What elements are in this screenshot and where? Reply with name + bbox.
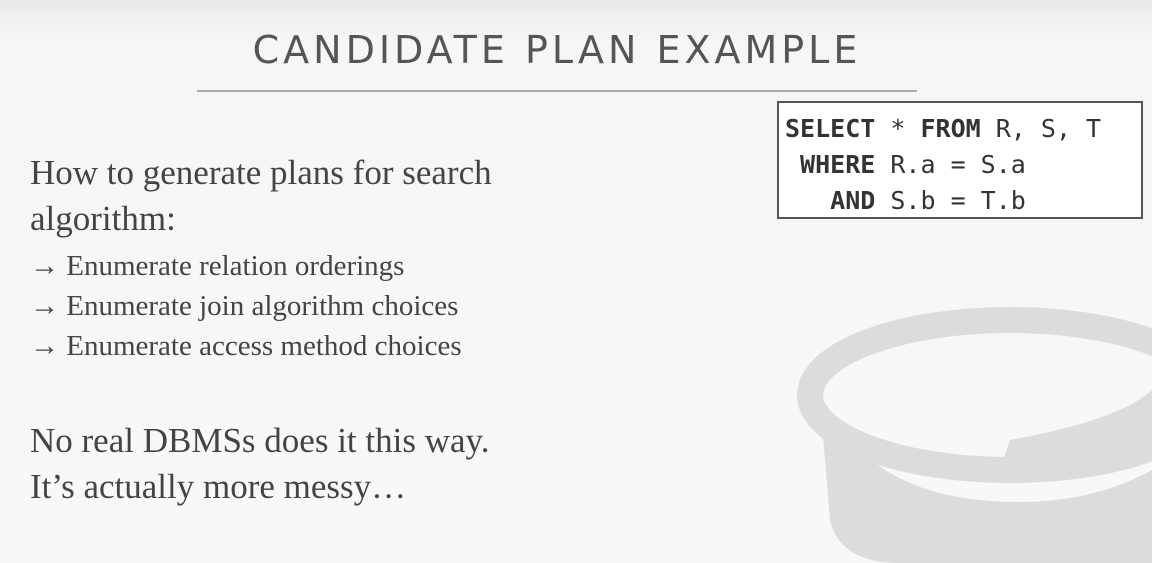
code-text: S.b = T.b bbox=[875, 186, 1026, 215]
code-line: SELECT * FROM R, S, T bbox=[785, 111, 1141, 147]
bullet-item: → Enumerate join algorithm choices bbox=[30, 290, 459, 322]
intro-text: How to generate plans for search algorit… bbox=[30, 153, 492, 238]
bullet-item: → Enumerate access method choices bbox=[30, 330, 462, 362]
code-line: WHERE R.a = S.a bbox=[785, 147, 1141, 183]
code-line: AND S.b = T.b bbox=[785, 183, 1141, 219]
code-keyword: AND bbox=[785, 186, 876, 215]
code-box: SELECT * FROM R, S, T WHERE R.a = S.a AN… bbox=[777, 101, 1143, 219]
code-keyword: FROM bbox=[920, 114, 981, 143]
bullet-item: → Enumerate relation orderings bbox=[30, 250, 405, 282]
closing-line: No real DBMSs does it this way. bbox=[30, 421, 490, 460]
closing-text: No real DBMSs does it this way. It’s actu… bbox=[30, 418, 490, 510]
code-keyword: WHERE bbox=[785, 150, 876, 179]
closing-line: It’s actually more messy… bbox=[30, 467, 407, 506]
code-keyword: SELECT bbox=[785, 114, 876, 143]
slide-title: CANDIDATE PLAN EXAMPLE bbox=[252, 28, 862, 72]
bullet-list: → Enumerate relation orderings → Enumerat… bbox=[30, 246, 462, 366]
code-text: R, S, T bbox=[980, 114, 1102, 143]
title-underline bbox=[197, 90, 917, 92]
code-text: * bbox=[875, 114, 921, 143]
code-text: R.a = S.a bbox=[875, 150, 1026, 179]
